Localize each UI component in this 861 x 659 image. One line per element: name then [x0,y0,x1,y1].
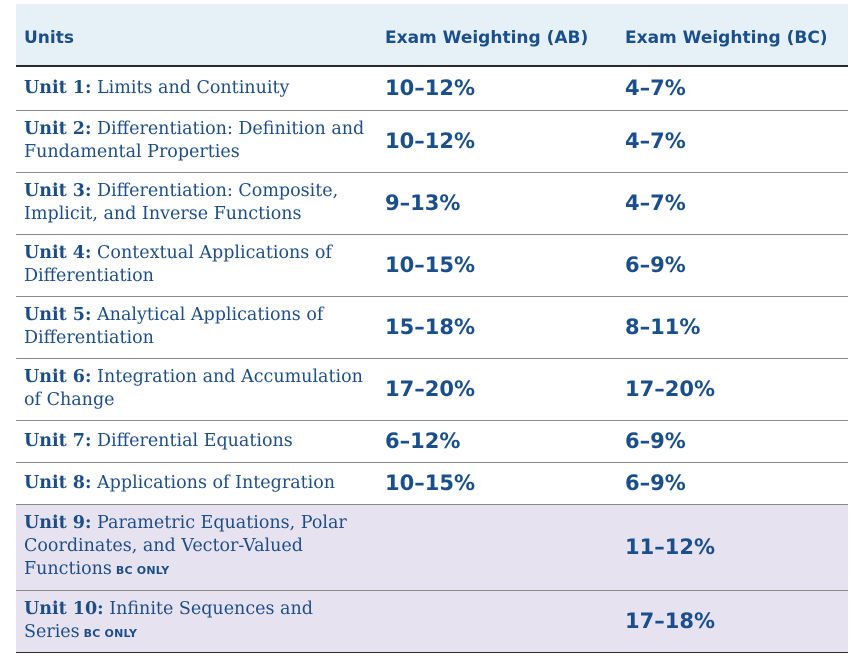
table-row: Unit 5: Analytical Applications of Diffe… [16,296,848,359]
table-row: Unit 8: Applications of Integration 10–1… [16,462,848,505]
header-ab-weighting: Exam Weighting (AB) [379,4,621,67]
bc-weighting: 4–7% [625,191,686,215]
ab-weighting: 9–13% [385,191,461,215]
bc-only-tag: BC ONLY [115,564,170,577]
ab-weighting: 10–15% [385,253,475,277]
ab-cell: 17–20% [379,358,621,421]
unit-cell: Unit 2: Differentiation: Definition and … [16,110,379,173]
ab-weighting: 10–12% [385,129,475,153]
unit-cell: Unit 3: Differentiation: Composite, Impl… [16,172,379,235]
bc-only-tag: BC ONLY [83,626,138,640]
unit-number: Unit 2: [24,119,92,139]
unit-number: Unit 1: [24,77,92,98]
exam-weighting-table: Units Exam Weighting (AB) Exam Weighting… [16,4,848,653]
unit-cell: Unit 6: Integration and Accumulation of … [16,358,379,421]
ab-cell: 6–12% [379,420,621,463]
ab-cell: 15–18% [379,296,621,359]
unit-number: Unit 4: [24,243,92,263]
ab-cell: 10–15% [379,462,621,505]
unit-title: Differential Equations [97,430,293,451]
unit-title: Limits and Continuity [97,77,290,98]
unit-number: Unit 9: [24,513,92,533]
ab-weighting: 17–20% [385,377,475,401]
ab-weighting: 10–15% [385,471,475,495]
unit-cell: Unit 10: Infinite Sequences and Series BC… [16,590,379,653]
ab-cell: 10–15% [379,234,621,297]
unit-number: Unit 3: [24,181,92,201]
bc-cell: 17–20% [621,358,848,421]
unit-title: Parametric Equations, Polar Coordinates,… [24,513,347,579]
unit-title: Integration and Accumulation of Change [24,367,363,410]
table-row: Unit 7: Differential Equations 6–12% 6–9… [16,420,848,463]
bc-weighting: 4–7% [625,129,686,153]
table-row: Unit 4: Contextual Applications of Diffe… [16,234,848,297]
table-row-bc-only: Unit 9: Parametric Equations, Polar Coor… [16,504,848,591]
ab-weighting: 6–12% [385,429,461,453]
bc-weighting: 8–11% [625,315,701,339]
unit-cell: Unit 9: Parametric Equations, Polar Coor… [16,504,379,591]
table-header-row: Units Exam Weighting (AB) Exam Weighting… [16,4,848,67]
unit-cell: Unit 5: Analytical Applications of Diffe… [16,296,379,359]
bc-cell: 6–9% [621,234,848,297]
unit-title: Infinite Sequences and Series [24,598,313,642]
bc-weighting: 6–9% [625,471,686,495]
unit-title: Contextual Applications of Differentiati… [24,243,332,286]
table-row: Unit 2: Differentiation: Definition and … [16,110,848,173]
bc-cell: 8–11% [621,296,848,359]
table-row: Unit 6: Integration and Accumulation of … [16,358,848,421]
header-units: Units [16,4,379,67]
unit-cell: Unit 4: Contextual Applications of Diffe… [16,234,379,297]
unit-number: Unit 10: [24,598,104,619]
bc-cell: 4–7% [621,172,848,235]
unit-number: Unit 7: [24,430,92,451]
unit-number: Unit 8: [24,472,92,493]
ab-weighting: 10–12% [385,76,475,101]
ab-cell [379,590,621,653]
unit-title: Differentiation: Definition and Fundamen… [24,119,365,162]
ab-cell: 9–13% [379,172,621,235]
header-bc-weighting: Exam Weighting (BC) [621,4,848,67]
bc-cell: 17–18% [621,590,848,653]
bc-weighting: 6–9% [625,429,686,453]
unit-title: Applications of Integration [97,472,336,493]
ab-cell: 10–12% [379,66,621,111]
bc-cell: 11–12% [621,504,848,591]
bc-cell: 6–9% [621,420,848,463]
unit-number: Unit 5: [24,305,92,325]
ab-cell: 10–12% [379,110,621,173]
bc-cell: 4–7% [621,66,848,111]
bc-cell: 6–9% [621,462,848,505]
unit-title: Analytical Applications of Differentiati… [24,305,324,348]
ab-cell [379,504,621,591]
bc-weighting: 17–18% [625,609,715,633]
ab-weighting: 15–18% [385,315,475,339]
bc-weighting: 11–12% [625,535,715,559]
unit-title: Differentiation: Composite, Implicit, an… [24,181,339,224]
bc-weighting: 6–9% [625,253,686,277]
table-row: Unit 3: Differentiation: Composite, Impl… [16,172,848,235]
unit-cell: Unit 7: Differential Equations [16,420,379,463]
unit-cell: Unit 1: Limits and Continuity [16,66,379,111]
table-row-bc-only: Unit 10: Infinite Sequences and Series BC… [16,590,848,653]
bc-cell: 4–7% [621,110,848,173]
unit-number: Unit 6: [24,367,92,387]
unit-cell: Unit 8: Applications of Integration [16,462,379,505]
bc-weighting: 17–20% [625,377,715,401]
bc-weighting: 4–7% [625,76,686,101]
table-row: Unit 1: Limits and Continuity 10–12% 4–7… [16,66,848,111]
